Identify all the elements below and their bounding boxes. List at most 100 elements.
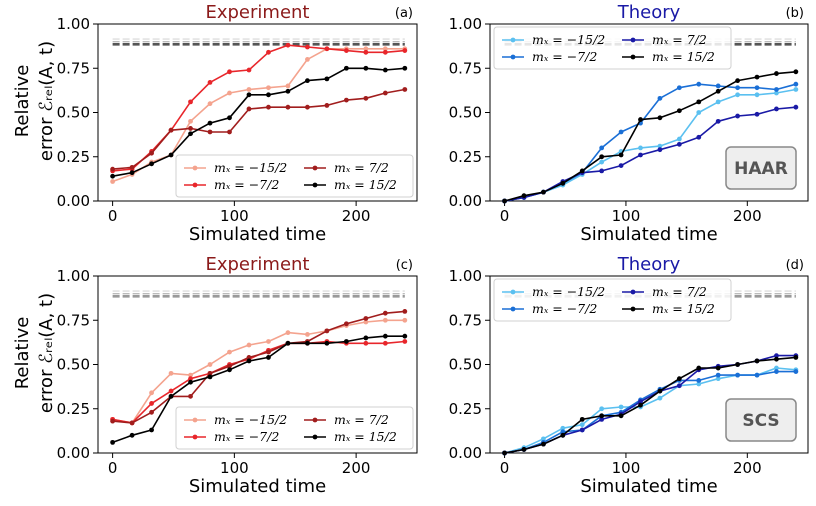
data-point	[676, 136, 682, 142]
data-point	[363, 65, 369, 71]
legend-label: mₓ = 7/2	[334, 160, 389, 175]
data-point	[676, 108, 682, 114]
data-point	[266, 85, 271, 91]
x-tick-label: 200	[342, 207, 371, 225]
data-point	[638, 399, 643, 405]
data-point	[343, 339, 349, 344]
data-point	[774, 90, 779, 96]
legend-marker	[630, 306, 636, 312]
data-point	[246, 358, 252, 364]
data-point	[754, 111, 760, 117]
legend-marker	[510, 37, 516, 43]
series-line	[504, 356, 796, 454]
data-point	[715, 372, 721, 378]
series-3	[110, 65, 408, 179]
data-point	[657, 395, 663, 401]
data-point	[285, 104, 291, 110]
data-point	[149, 150, 154, 156]
data-point	[579, 427, 585, 433]
data-point	[227, 363, 232, 369]
chart-panel-b: 0.00 0.25 0.50 0.75 1.00 0 100 200 Simulated tim…	[449, 2, 809, 245]
data-point	[696, 81, 702, 87]
series-0	[110, 317, 408, 426]
data-point	[618, 129, 624, 135]
data-point	[541, 189, 546, 195]
y-tick-label: 0.25	[57, 400, 90, 418]
data-point	[363, 46, 369, 52]
data-point	[305, 340, 310, 346]
x-tick-label: 100	[220, 207, 249, 225]
legend-marker	[510, 54, 516, 60]
y-axis-label-line2: error ℰᵣₑₗ(A, t)	[36, 41, 57, 161]
legend-label: mₓ = −15/2	[532, 32, 605, 47]
legend-marker	[630, 54, 636, 60]
data-point	[774, 369, 779, 374]
data-point	[579, 422, 585, 428]
legend-box	[493, 26, 732, 70]
data-point	[754, 372, 760, 378]
series-line	[112, 319, 405, 424]
data-point	[110, 418, 116, 424]
legend-marker	[630, 289, 636, 295]
data-point	[715, 88, 721, 94]
legend-label: mₓ = −7/2	[214, 429, 279, 444]
data-point	[754, 358, 760, 364]
badge-label: HAAR	[734, 159, 788, 179]
panel-label: (b)	[786, 6, 804, 21]
data-point	[618, 152, 624, 158]
legend: mₓ = −15/2 mₓ = 7/2 mₓ = −7/2 mₓ = 15/2	[175, 406, 414, 450]
y-tick-label: 0.50	[449, 356, 482, 374]
legend-label: mₓ = 7/2	[652, 32, 707, 47]
data-point	[599, 145, 605, 151]
data-point	[207, 362, 213, 367]
data-point	[696, 365, 702, 371]
data-point	[560, 180, 566, 186]
data-point	[110, 166, 116, 172]
legend-label: mₓ = −15/2	[214, 160, 287, 175]
data-point	[521, 447, 527, 452]
data-point	[188, 99, 193, 105]
data-point	[521, 193, 527, 199]
data-point	[560, 425, 566, 431]
y-axis-label-line1: Relative	[12, 65, 33, 138]
badge-label: SCS	[742, 411, 779, 431]
data-point	[657, 147, 663, 153]
data-point	[754, 74, 760, 80]
legend-item: mₓ = −7/2	[184, 177, 279, 192]
data-point	[363, 49, 369, 55]
data-point	[541, 441, 546, 447]
data-point	[382, 90, 388, 96]
y-tick-label: 1.00	[449, 267, 482, 285]
data-point	[715, 376, 721, 382]
data-point	[266, 349, 271, 355]
data-point	[657, 115, 663, 121]
data-point	[324, 76, 330, 82]
data-point	[402, 65, 408, 71]
series-line	[504, 106, 796, 202]
y-tick-label: 0.25	[449, 400, 482, 418]
data-point	[599, 413, 605, 419]
data-point	[774, 365, 779, 371]
x-axis-label: Simulated time	[189, 476, 326, 497]
data-point	[402, 317, 408, 323]
data-point	[382, 340, 388, 346]
series-3	[502, 355, 799, 456]
legend-marker	[312, 434, 318, 440]
y-tick-label: 0.75	[449, 311, 482, 329]
data-point	[774, 71, 779, 76]
data-point	[324, 340, 330, 346]
data-point	[129, 432, 135, 438]
legend-label: mₓ = −7/2	[214, 177, 279, 192]
data-point	[305, 104, 310, 110]
data-point	[343, 97, 349, 103]
data-point	[149, 390, 154, 396]
data-point	[227, 115, 232, 121]
data-point	[579, 416, 585, 422]
panel-label: (c)	[396, 258, 413, 273]
chart-title: Experiment	[205, 254, 309, 275]
data-point	[149, 427, 154, 433]
data-point	[343, 321, 349, 327]
data-point	[207, 374, 213, 380]
data-point	[207, 129, 213, 135]
legend-marker	[192, 165, 198, 171]
